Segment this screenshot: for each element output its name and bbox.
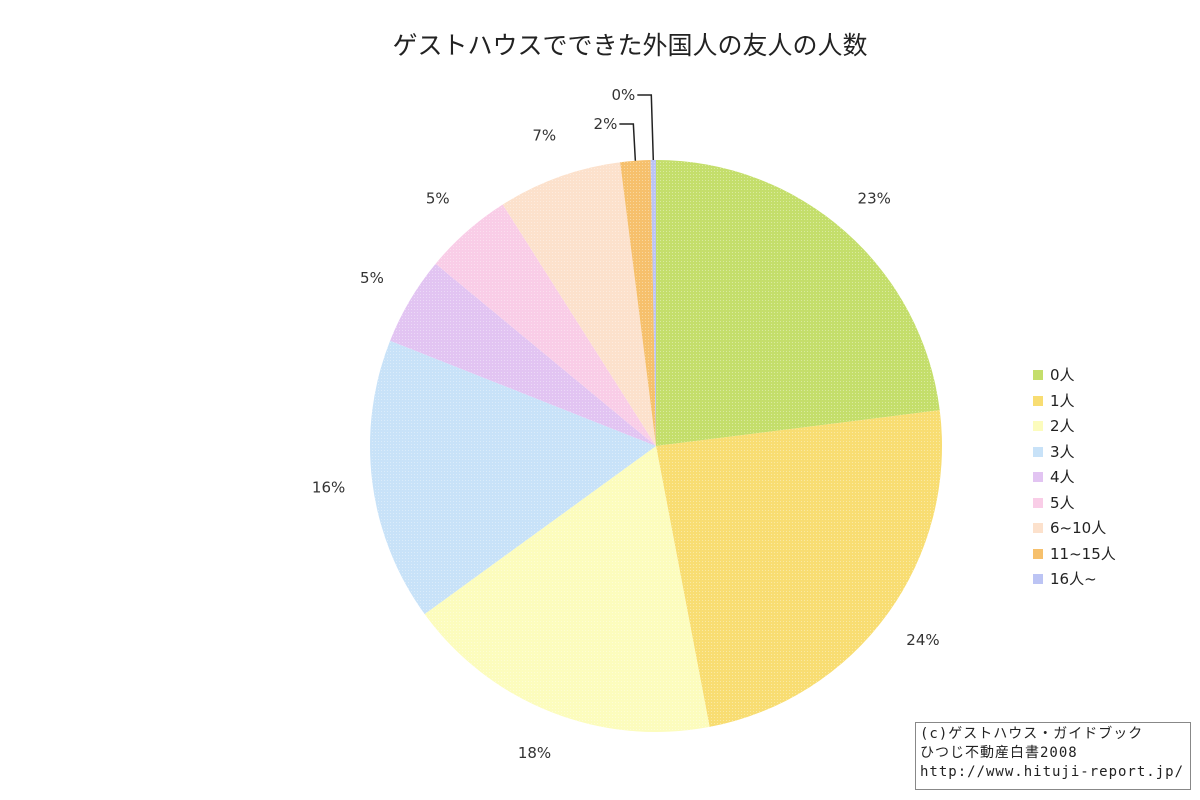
chart-title: ゲストハウスでできた外国人の友人の人数: [392, 31, 868, 60]
credit-line-2: ひつじ不動産白書2008: [920, 745, 1078, 761]
slice-4-texture: [370, 340, 656, 615]
slice-label-2: 24%: [906, 631, 939, 649]
legend-label: 1人: [1050, 391, 1075, 410]
legend-swatch: [1033, 472, 1043, 482]
legend-label: 16人~: [1050, 570, 1097, 588]
slice-6-texture: [435, 204, 656, 446]
legend-label: 4人: [1050, 468, 1075, 486]
slice-leader-9: [637, 94, 655, 161]
slice-label-9: 0%: [612, 86, 636, 104]
legend-swatch: [1033, 370, 1043, 380]
legend-label: 2人: [1050, 417, 1075, 435]
legend-swatch: [1033, 523, 1043, 533]
slice-8-texture: [620, 160, 656, 446]
slice-2-texture: [656, 410, 942, 727]
slice-leader-8: [619, 123, 637, 161]
legend-swatch: [1033, 395, 1043, 406]
slice-9-texture: [650, 160, 656, 446]
credit-line-3: http://www.hituji-report.jp/: [920, 764, 1185, 780]
legend-label: 0人: [1050, 366, 1075, 384]
legend-swatch: [1033, 548, 1043, 559]
slice-label-1: 23%: [858, 189, 891, 207]
legend-swatch: [1033, 421, 1043, 431]
legend-swatch: [1033, 446, 1043, 457]
slice-3-texture: [424, 446, 710, 732]
slice-1-texture: [656, 160, 940, 446]
slice-label-6: 5%: [426, 189, 450, 207]
legend-label: 3人: [1050, 442, 1075, 461]
slice-label-4: 16%: [312, 478, 345, 496]
slice-label-3: 18%: [518, 744, 551, 762]
slice-5-texture: [390, 263, 656, 446]
slice-7-texture: [502, 162, 656, 446]
legend-label: 6~10人: [1050, 519, 1107, 537]
credit-line-1: (c)ゲストハウス・ガイドブック: [920, 726, 1144, 742]
slice-label-5: 5%: [360, 269, 384, 287]
legend-swatch: [1033, 574, 1043, 584]
credit-box: (c)ゲストハウス・ガイドブック ひつじ不動産白書2008 http://www…: [915, 722, 1191, 790]
legend-label: 5人: [1050, 493, 1075, 512]
legend-label: 11~15人: [1050, 544, 1116, 563]
slice-label-8: 2%: [594, 115, 618, 133]
slice-label-7: 7%: [532, 127, 556, 145]
legend-swatch: [1033, 497, 1043, 508]
